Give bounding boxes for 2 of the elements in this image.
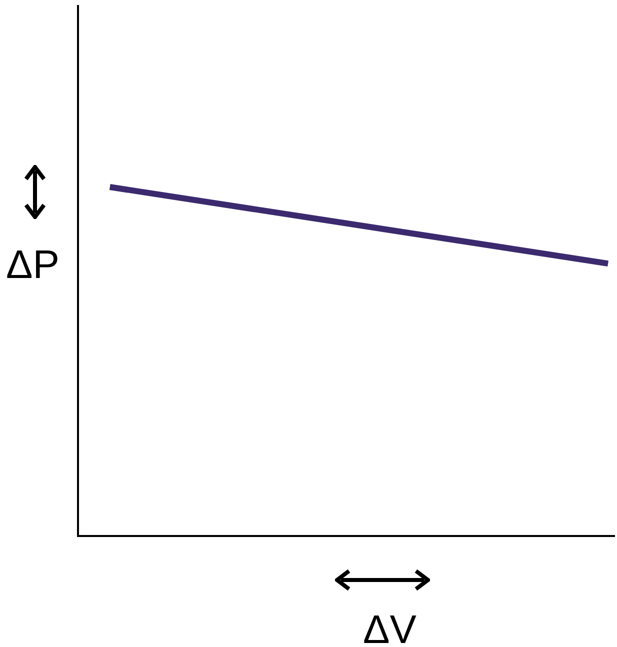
y-axis-title: ΔP: [6, 243, 60, 287]
x-axis-title: ΔV: [363, 608, 417, 647]
